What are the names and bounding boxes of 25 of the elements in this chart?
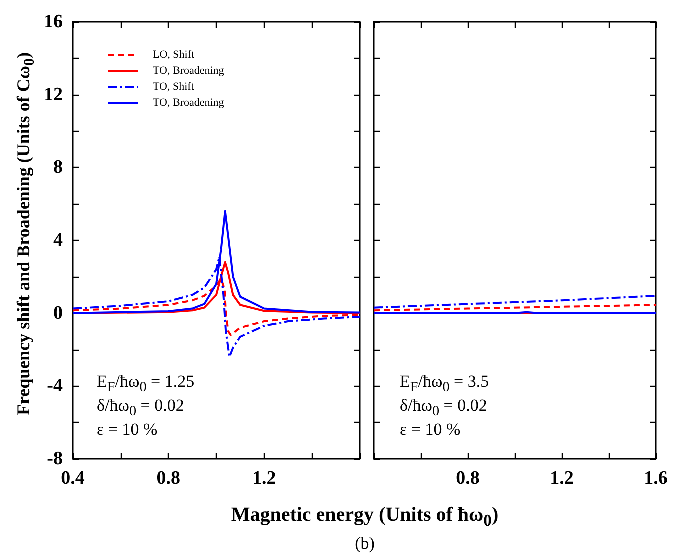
- x-tick-label: 1.2: [550, 468, 574, 489]
- y-tick-label: -8: [47, 448, 63, 470]
- text: (b): [355, 534, 375, 554]
- x-tick-label: 1.2: [252, 468, 276, 489]
- y-tick-label: 4: [54, 230, 64, 251]
- x-tick-label: 0.8: [456, 468, 480, 489]
- legend-label: TO, Broadening: [153, 97, 225, 109]
- legend-label: TO, Broadening: [153, 65, 225, 77]
- annotation: E$_{F}$/ħω$_{0}$ = 3.5: [400, 371, 490, 396]
- x-tick-label: 1.6: [644, 468, 668, 489]
- x-tick-label: 0.8: [156, 468, 181, 489]
- annotation: δ/ħω$_{0}$ = 0.02: [400, 395, 488, 420]
- x-axis-title: Magnetic energy (Units of ħω$_{0}$): [231, 504, 499, 530]
- annotation: δ/ħω$_{0}$ = 0.02: [97, 395, 186, 420]
- annotation: ε = 10 %: [97, 419, 159, 441]
- y-tick-label: 8: [54, 157, 63, 178]
- y-tick-label: -4: [47, 376, 64, 397]
- x-tick-label: 0.4: [61, 468, 86, 489]
- legend-label: TO, Shift: [153, 81, 194, 93]
- y-tick-label: 16: [44, 12, 63, 32]
- annotation: ε = 10 %: [400, 419, 462, 441]
- y-tick-label: 12: [44, 84, 63, 106]
- y-tick-label: 0: [54, 302, 63, 324]
- annotation: E$_{F}$/ħω$_{0}$ = 1.25: [97, 371, 195, 396]
- legend-label: LO, Shift: [153, 49, 195, 61]
